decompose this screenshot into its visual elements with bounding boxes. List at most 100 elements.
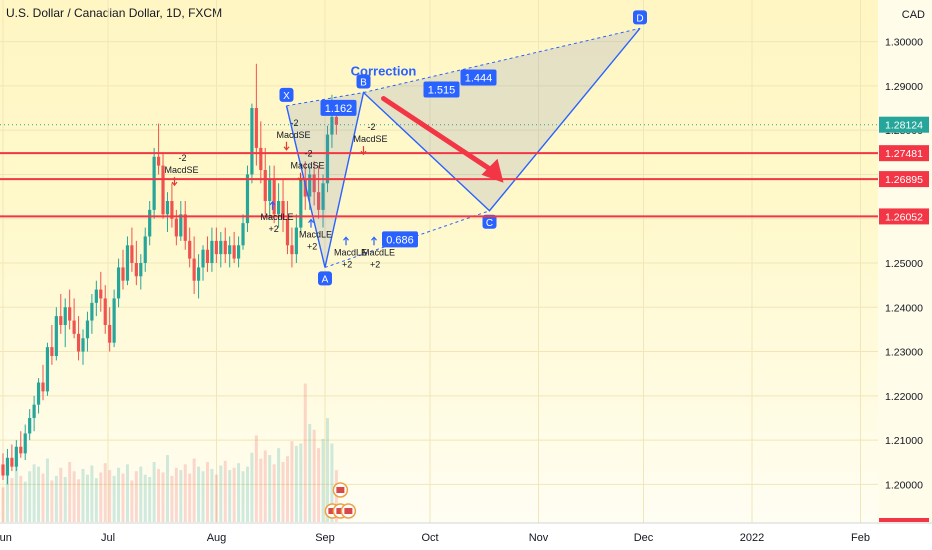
volume-bar: [210, 468, 214, 522]
candle-body: [63, 307, 67, 325]
candle-body: [72, 320, 76, 334]
flag-stripe: [328, 508, 337, 514]
volume-bar: [139, 466, 143, 522]
signal-name: MacdSE: [354, 134, 388, 144]
pattern-point-label: X: [283, 91, 290, 102]
pattern-point-badge: [633, 10, 647, 25]
candle-body: [316, 192, 321, 210]
volume-bar: [165, 455, 169, 522]
volume-bar: [50, 480, 54, 522]
volume-bar: [174, 467, 178, 522]
volume-bar: [317, 448, 321, 522]
pattern-point-label: D: [636, 13, 643, 24]
price-tick-label: 1.20000: [885, 479, 923, 491]
candle-body: [165, 201, 170, 215]
candle-body: [205, 249, 210, 263]
short-arrow-icon: [297, 172, 304, 182]
volume-bar: [121, 473, 125, 522]
volume-bar: [237, 463, 241, 522]
short-arrow-icon: [171, 177, 178, 187]
volume-bar: [28, 471, 32, 522]
ratio-label: 1.444: [465, 73, 493, 85]
candle-body: [45, 347, 50, 392]
projection-arrowhead: [481, 158, 504, 183]
volume-bar: [294, 445, 298, 522]
candle-body: [94, 289, 98, 303]
volume-bar: [157, 468, 161, 522]
candle-body: [148, 209, 152, 237]
volume-bar: [321, 438, 325, 522]
candle-body: [236, 245, 241, 259]
candle-body: [228, 245, 232, 255]
time-tick-label: Jun: [0, 532, 12, 544]
volume-bar: [77, 479, 81, 522]
candle-body: [192, 258, 196, 281]
last-price-label: 1.28124: [885, 120, 923, 132]
volume-bar: [250, 452, 254, 522]
volume-bar: [99, 472, 103, 522]
candle-body: [254, 108, 258, 148]
time-tick-label: Dec: [634, 532, 654, 544]
time-tick-label: Nov: [529, 532, 549, 544]
volume-bar: [219, 465, 223, 522]
volume-bar: [308, 423, 312, 522]
volume-bar: [81, 468, 85, 522]
level-price-badge: [879, 208, 929, 225]
volume-bar: [152, 462, 156, 522]
volume-bar: [188, 473, 192, 522]
candle-body: [121, 267, 125, 281]
candle-body: [241, 223, 245, 246]
signal-name: MacdSE: [291, 161, 325, 171]
candle-body: [334, 116, 338, 125]
signal-name: MacdLE: [261, 212, 294, 222]
time-axis-bg: [0, 523, 932, 550]
candle-body: [196, 267, 201, 281]
volume-bar: [241, 471, 245, 522]
flag-stripe: [336, 508, 345, 514]
candle-body: [223, 240, 227, 255]
volume-bar: [108, 470, 112, 522]
candle-body: [112, 298, 116, 343]
candle-body: [161, 165, 165, 215]
volume-bar: [23, 481, 27, 522]
candle-body: [259, 147, 263, 171]
candle-body: [250, 108, 254, 175]
candle-body: [308, 174, 312, 197]
last-price-badge: [879, 116, 929, 133]
candle-body: [156, 156, 161, 166]
candle-body: [125, 245, 130, 281]
price-axis-bg: [878, 0, 932, 550]
volume-bar: [214, 474, 218, 522]
pattern-title: Correction: [351, 64, 417, 79]
ratio-badge: [423, 81, 460, 98]
triangle-bcd: [363, 28, 640, 211]
horizontal-levels: [0, 152, 878, 218]
signal-qty: +2: [370, 259, 380, 269]
short-arrow-icon: [360, 146, 367, 156]
candle-body: [290, 245, 294, 255]
volume-bar: [85, 474, 89, 522]
volume-bar: [268, 455, 272, 522]
volume-bar: [143, 474, 147, 522]
candle-body: [321, 183, 325, 210]
candle-body: [5, 457, 10, 476]
time-tick-label: Aug: [207, 532, 227, 544]
volume-bar: [134, 471, 138, 522]
volume-bar: [245, 466, 249, 522]
candle-body: [188, 240, 192, 259]
candle-body: [214, 240, 218, 255]
signal-qty: -2: [291, 118, 299, 128]
candle-body: [245, 174, 250, 224]
candle-body: [19, 446, 23, 454]
volume-bar: [130, 480, 134, 522]
xabcd-pattern: X A B C D 1.162 1.515 1.444 0.686 Correction: [279, 10, 647, 286]
price-axis: CAD1.300001.290001.280001.270001.260001.…: [878, 0, 932, 550]
pattern-point-label: A: [322, 274, 329, 285]
candle-body: [28, 417, 32, 434]
volume-bar: [277, 448, 281, 522]
time-axis: Jun Jul Aug Sep Oct Nov Dec 2022 Feb: [0, 522, 932, 550]
volume-bar: [325, 418, 329, 522]
volume-bar: [10, 478, 14, 522]
flag-stripe: [336, 487, 345, 493]
